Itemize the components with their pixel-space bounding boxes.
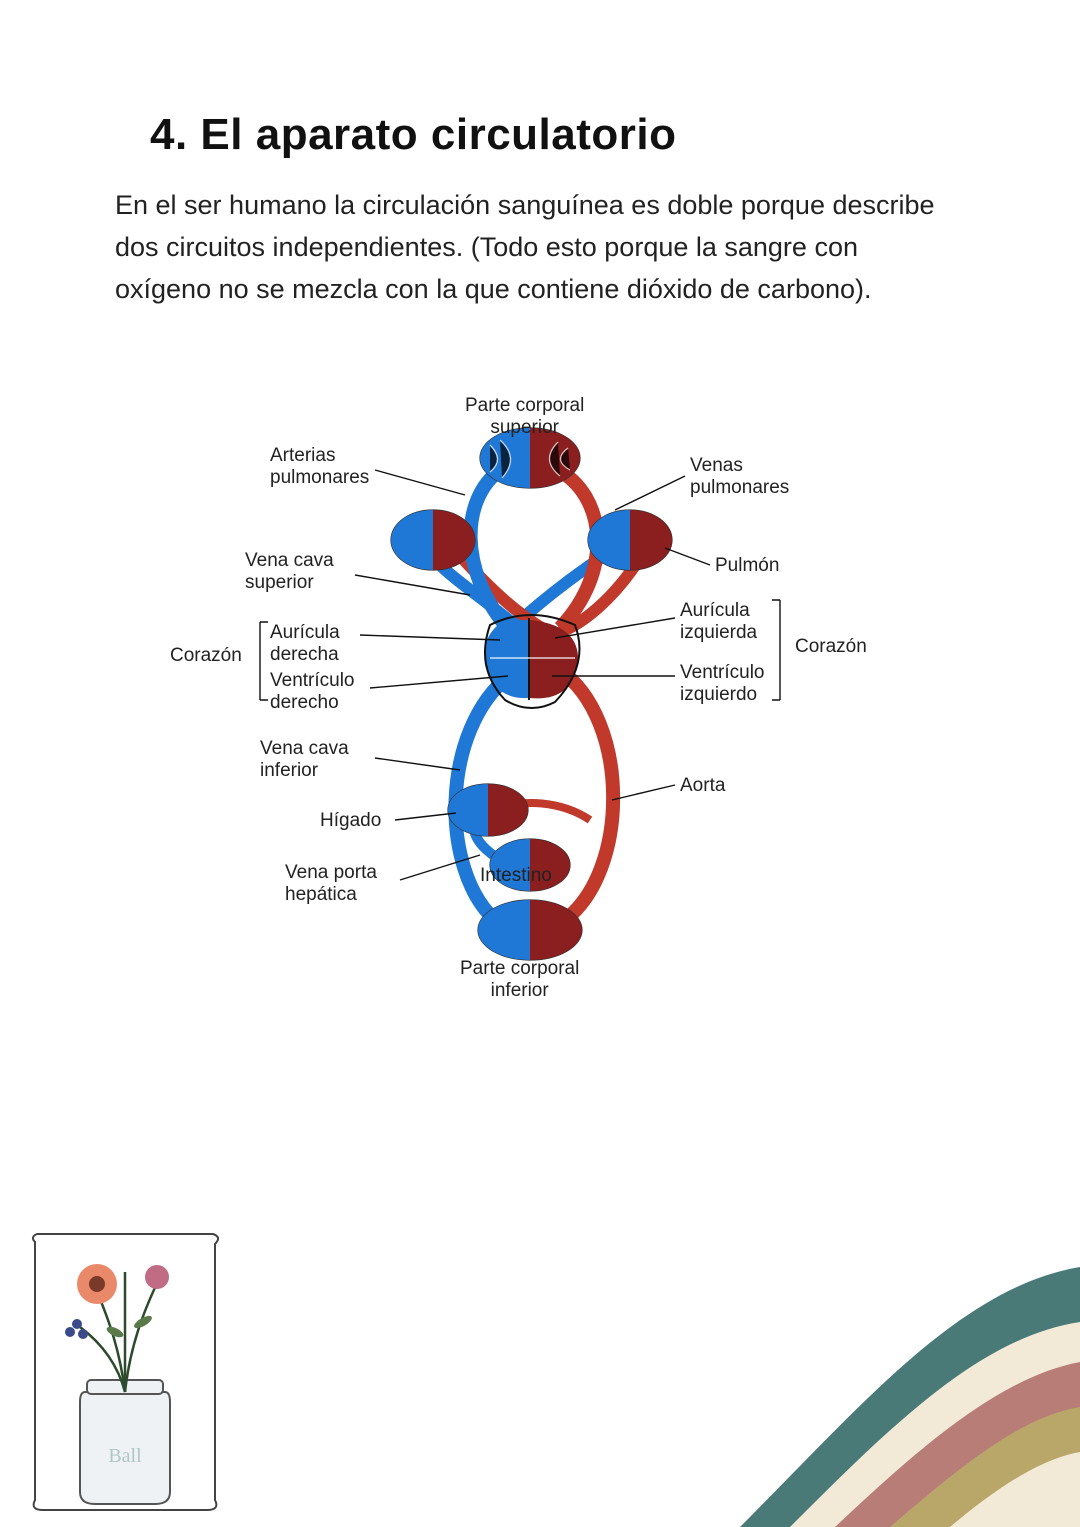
label-venas-pulm: Venas pulmonares [690, 455, 789, 499]
label-pulmon: Pulmón [715, 555, 779, 577]
label-auricula-der: Aurícula derecha [270, 622, 340, 666]
flower-jar-icon: Ball [25, 1232, 225, 1512]
bed-lung-left [391, 510, 475, 570]
label-vena-porta: Vena porta hepática [285, 862, 377, 906]
label-corazon-left: Corazón [170, 645, 242, 667]
rainbow-wave-icon [660, 1227, 1080, 1527]
label-vena-cava-sup: Vena cava superior [245, 550, 334, 594]
page-title: 4. El aparato circulatorio [150, 110, 677, 160]
label-parte-inf: Parte corporal inferior [460, 958, 579, 1002]
label-ventriculo-izq: Ventrículo izquierdo [680, 662, 765, 706]
label-intestino: Intestino [480, 865, 552, 887]
label-parte-sup: Parte corporal superior [465, 395, 584, 439]
bed-lower [478, 900, 582, 960]
label-arterias-pulm: Arterias pulmonares [270, 445, 369, 489]
label-aorta: Aorta [680, 775, 725, 797]
circulatory-diagram: :root{ --blue:#1f77d6; --red:#c0392b; --… [160, 400, 920, 1000]
label-vena-cava-inf: Vena cava inferior [260, 738, 349, 782]
label-ventriculo-der: Ventrículo derecho [270, 670, 355, 714]
intro-paragraph: En el ser humano la circulación sanguíne… [115, 185, 945, 311]
page: 4. El aparato circulatorio En el ser hum… [0, 0, 1080, 1527]
bed-liver [448, 784, 528, 836]
svg-text:Ball: Ball [108, 1445, 142, 1467]
label-auricula-izq: Aurícula izquierda [680, 600, 757, 644]
bed-lung-right [588, 510, 672, 570]
label-higado: Hígado [320, 810, 381, 832]
label-corazon-right: Corazón [795, 636, 867, 658]
